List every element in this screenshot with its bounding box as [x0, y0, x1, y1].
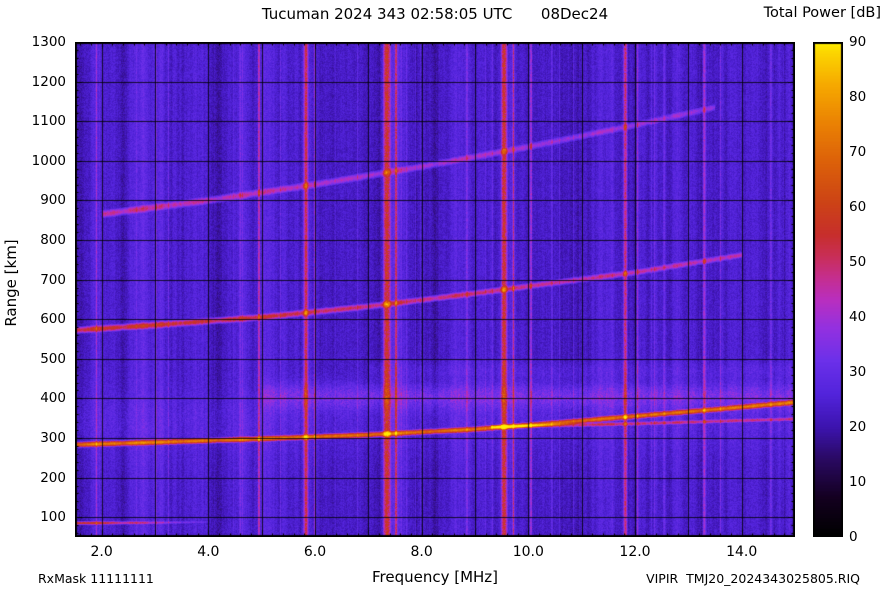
- colorbar-tick-label: 0: [849, 529, 858, 545]
- colorbar-title: Total Power [dB]: [763, 5, 881, 21]
- colorbar-tick-label: 10: [849, 474, 867, 490]
- plot-title: Tucuman 2024 343 02:58:05 UTC 08Dec24: [261, 5, 609, 23]
- colorbar-tick-label: 90: [849, 34, 867, 50]
- y-tick-label: 1000: [31, 152, 66, 169]
- y-tick-label: 800: [40, 232, 66, 248]
- rxmask-label: RxMask 11111111: [38, 571, 154, 586]
- colorbar-tick-label: 80: [849, 89, 867, 105]
- y-tick-label: 700: [40, 271, 66, 288]
- colorbar-tick-label: 20: [849, 419, 867, 435]
- colorbar-tick-label: 40: [849, 309, 867, 325]
- x-axis-label: Frequency [MHz]: [371, 568, 499, 586]
- x-tick-label: 6.0: [303, 544, 327, 560]
- y-tick-label: 100: [40, 509, 66, 526]
- heatmap-canvas: [75, 42, 795, 537]
- colorbar-tick-label: 60: [849, 199, 867, 215]
- y-tick-label: 200: [40, 469, 66, 486]
- y-tick-label: 500: [40, 350, 66, 367]
- x-tick-label: 12.0: [619, 544, 651, 560]
- colorbar-tick-label: 30: [849, 364, 867, 380]
- y-tick-label: 1100: [31, 113, 66, 130]
- y-tick-label: 1300: [31, 34, 66, 50]
- y-tick-label: 300: [40, 430, 66, 446]
- x-tick-label: 8.0: [410, 544, 433, 560]
- x-tick-label: 4.0: [197, 544, 220, 560]
- colorbar-tick-label: 50: [849, 254, 867, 270]
- y-tick-label: 900: [40, 192, 66, 209]
- y-tick-label: 400: [40, 390, 66, 407]
- x-tick-label: 10.0: [512, 544, 544, 560]
- y-tick-label: 1200: [31, 73, 66, 90]
- colorbar-tick-label: 70: [849, 144, 867, 160]
- x-tick-label: 14.0: [726, 544, 758, 560]
- colorbar-canvas: [813, 42, 843, 537]
- x-tick-label: 2.0: [90, 544, 113, 560]
- y-tick-label: 600: [40, 311, 66, 328]
- filename-label: VIPIR TMJ20_2024343025805.RIQ: [646, 571, 860, 586]
